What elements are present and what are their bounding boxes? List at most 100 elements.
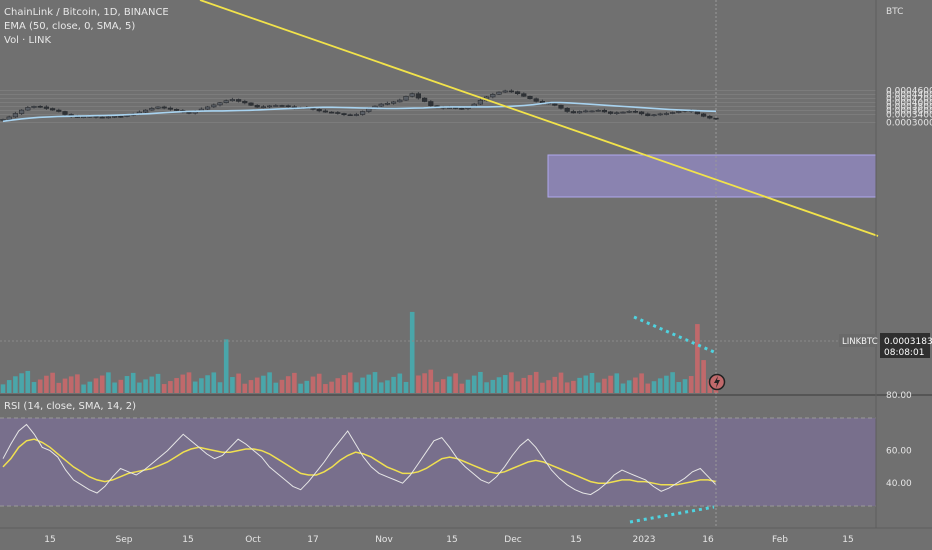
candle-body (508, 90, 515, 93)
rsi-tick-label: 40.00 (886, 479, 912, 489)
rsi-legend[interactable]: RSI (14, close, SMA, 14, 2) (4, 401, 137, 412)
volume-bar (205, 375, 210, 393)
volume-bar (273, 382, 279, 393)
candle-body (211, 104, 217, 108)
candle-body (217, 102, 223, 106)
candle-body (669, 112, 676, 114)
volume-bar (657, 378, 663, 393)
ema-line (2, 101, 717, 123)
volume-bar (31, 382, 37, 393)
volume-bar (143, 379, 148, 393)
divergence-line-rsi[interactable] (629, 505, 715, 524)
candle-body (353, 114, 360, 116)
volume-bar (242, 383, 248, 393)
time-tick-label: 15 (570, 535, 581, 545)
volume-bar (509, 372, 514, 393)
price-tick-label: 0.0004600 (886, 87, 932, 97)
volume-legend[interactable]: Vol · LINK (4, 35, 52, 46)
volume-bar (106, 372, 111, 393)
volume-bar (409, 311, 415, 393)
time-tick-label: Feb (772, 535, 788, 545)
symbol-legend[interactable]: ChainLink / Bitcoin, 1D, BINANCE (4, 7, 169, 18)
candle-body (397, 99, 403, 103)
candle-body (341, 113, 347, 116)
candle-body (328, 111, 335, 114)
candle-body (37, 106, 43, 108)
candle-body (186, 112, 192, 114)
divergence-line-price[interactable] (633, 315, 715, 354)
volume-bar (583, 375, 589, 393)
candle-body (0, 119, 6, 121)
candle-body (56, 109, 62, 112)
volume-bar (329, 381, 334, 393)
candle-body (403, 96, 409, 101)
candle-body (366, 108, 372, 112)
rsi-ma-line (2, 438, 717, 486)
candle-body (527, 96, 533, 100)
time-tick-label: Nov (375, 535, 393, 545)
volume-bar (323, 384, 328, 393)
volume-bar (161, 384, 167, 393)
volume-bar (428, 369, 434, 393)
volume-bar (25, 370, 31, 393)
candle-body (490, 94, 496, 98)
price-tick-label: 0.0003600 (886, 107, 932, 117)
lightning-icon-bolt (714, 376, 720, 388)
candle-body (161, 106, 167, 109)
volume-bar (626, 380, 632, 393)
volume-bar (670, 372, 675, 393)
volume-bar (50, 372, 55, 393)
volume-bar (682, 379, 688, 393)
volume-bar (471, 375, 477, 393)
volume-bar (465, 379, 471, 393)
volume-bar (130, 372, 136, 393)
candle-body (694, 111, 700, 115)
volume-bar (502, 375, 508, 393)
volume-bar (416, 375, 421, 393)
candle-body (409, 93, 415, 97)
volume-bar (447, 376, 452, 393)
rsi-line (2, 423, 717, 496)
volume-bar (87, 381, 93, 393)
candle-body (273, 105, 279, 107)
volume-bar (645, 383, 651, 393)
volume-bar (316, 373, 322, 393)
candle-body (558, 105, 564, 109)
candle-body (99, 116, 105, 119)
time-tick-label: Oct (245, 535, 261, 545)
time-tick-label: Dec (504, 535, 521, 545)
volume-bar (211, 372, 217, 393)
candle-body (143, 109, 149, 113)
volume-bar (571, 380, 576, 393)
volume-bar (168, 381, 173, 393)
candle-body (236, 99, 242, 102)
volume-bar (124, 376, 130, 393)
candle-body (81, 116, 87, 118)
symbol-badge-text: LINKBTC (842, 337, 878, 347)
downtrend-line[interactable] (199, 0, 879, 237)
volume-bar (335, 378, 341, 393)
candle-body (43, 106, 49, 109)
candle-body (260, 106, 267, 108)
supply-zone-box[interactable] (547, 154, 877, 198)
candle-body (496, 91, 502, 95)
price-tick-label: 0.0003800 (886, 103, 932, 113)
volume-bar (341, 375, 347, 393)
rsi-tick-label: 60.00 (886, 447, 912, 457)
volume-bar (707, 379, 713, 393)
candle-body (149, 108, 155, 111)
ema-legend[interactable]: EMA (50, close, 0, SMA, 5) (4, 21, 136, 32)
volume-bar (62, 378, 68, 393)
candle-body (421, 97, 428, 102)
price-tick-label: 0.0004400 (886, 91, 932, 101)
candle-body (477, 100, 484, 105)
volume-bar (695, 324, 700, 393)
volume-bar (292, 372, 297, 393)
volume-bar (490, 379, 496, 393)
candle-body (378, 103, 384, 107)
candle-body (316, 109, 322, 112)
volume-bar (223, 339, 229, 393)
volume-bar (254, 377, 260, 393)
lightning-icon[interactable] (708, 373, 726, 391)
